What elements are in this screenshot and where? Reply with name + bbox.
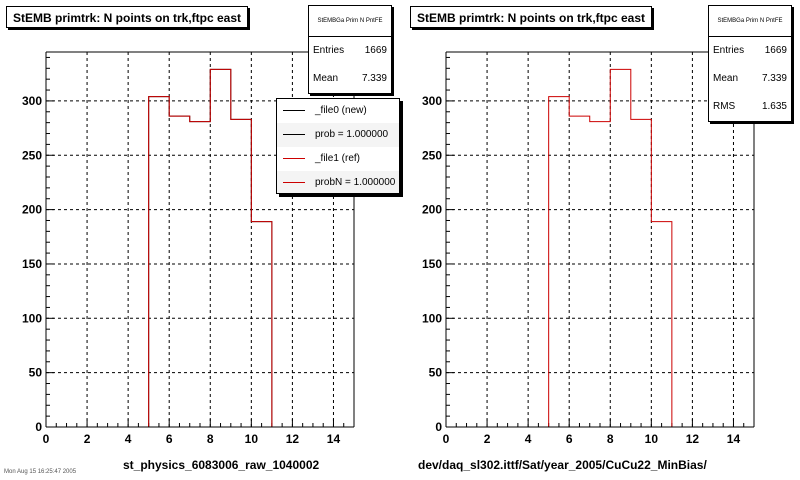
right-xtick-label: 12 [686,432,700,446]
right-plot-frame-bg [446,52,754,427]
right-ytick-label: 0 [435,420,442,434]
left-stats-box: StEMBGa Prim N PntFE Entries 1669 Mean 7… [308,5,392,94]
footer-timestamp: Mon Aug 15 16:25:47 2005 [4,469,77,475]
left-histogram-pad: 0 2 4 6 8 10 12 14 0 50 100 150 200 250 300 StEMB prim… [6,5,400,472]
left-stats-mean-value: 7.339 [361,73,387,84]
left-ytick-label: 300 [22,94,42,108]
right-stats-entries-row: Entries 1669 [709,37,791,65]
left-stats-entries-row: Entries 1669 [309,37,391,65]
right-xtick-label: 10 [645,432,659,446]
left-xtick-label: 2 [84,432,91,446]
right-stats-name: StEMBGa Prim N PntFE [709,6,791,37]
right-stats-entries-label: Entries [713,45,745,56]
left-xtick-label: 4 [125,432,132,446]
left-xtick-label: 8 [207,432,214,446]
right-ytick-label: 300 [422,94,442,108]
left-xtick-label: 14 [327,432,341,446]
left-ytick-label: 0 [35,420,42,434]
left-histogram-title: StEMB primtrk: N points on trk,ftpc east [6,6,249,28]
right-xtick-label: 14 [727,432,741,446]
right-ytick-label: 250 [422,148,442,162]
left-ytick-label: 50 [29,366,43,380]
left-stats-entries-value: 1669 [364,45,387,56]
legend-label-file0: _file0 (new) [315,105,367,116]
right-stats-rms-row: RMS 1.635 [709,93,791,121]
right-ytick-label: 150 [422,257,442,271]
legend-swatch-probn [283,182,305,183]
right-stats-rms-label: RMS [713,101,736,112]
right-histogram-pad: 0 2 4 6 8 10 12 14 0 50 100 150 200 250 300 StEMB prim… [400,0,800,480]
left-ytick-label: 200 [22,203,42,217]
legend-swatch-file0 [283,110,305,111]
right-stats-entries-value: 1669 [764,45,787,56]
right-xtick-label: 2 [484,432,491,446]
legend-entry-file1: _file1 (ref) [277,147,399,171]
left-x-axis-caption: st_physics_6083006_raw_1040002 [123,458,320,472]
legend-label-file1: _file1 (ref) [315,153,361,164]
right-xtick-label: 8 [607,432,614,446]
left-xtick-label: 0 [43,432,50,446]
right-stats-box: StEMBGa Prim N PntFE Entries 1669 Mean 7… [708,5,792,122]
left-ytick-label: 150 [22,257,42,271]
left-stats-entries-label: Entries [313,45,345,56]
legend-label-prob: prob = 1.000000 [315,129,389,140]
right-stats-mean-label: Mean [713,73,739,84]
left-xtick-label: 12 [286,432,300,446]
left-xtick-label: 6 [166,432,173,446]
right-stats-mean-value: 7.339 [761,73,787,84]
left-stats-mean-row: Mean 7.339 [309,65,391,93]
right-histogram-title: StEMB primtrk: N points on trk,ftpc east [410,6,653,28]
right-xtick-label: 4 [525,432,532,446]
legend-swatch-file1 [283,158,305,159]
left-xtick-label: 10 [245,432,259,446]
legend-entry-prob: prob = 1.000000 [277,123,399,147]
right-x-axis-caption: dev/daq_sl302.ittf/Sat/year_2005/CuCu22_… [418,458,707,472]
legend-entry-probn: probN = 1.000000 [277,171,399,193]
right-histogram-plot: 0 2 4 6 8 10 12 14 0 50 100 150 200 250 300 [422,51,755,446]
right-ytick-label: 50 [429,366,443,380]
right-stats-mean-row: Mean 7.339 [709,65,791,93]
legend-swatch-prob [283,134,305,135]
right-ytick-label: 100 [422,311,442,325]
legend-entry-file0: _file0 (new) [277,99,399,123]
left-ytick-label: 250 [22,148,42,162]
right-xtick-label: 0 [443,432,450,446]
right-stats-rms-value: 1.635 [761,101,787,112]
left-stats-mean-label: Mean [313,73,339,84]
right-xtick-label: 6 [566,432,573,446]
left-ytick-label: 100 [22,311,42,325]
right-ytick-label: 200 [422,203,442,217]
legend-label-probn: probN = 1.000000 [315,177,396,188]
left-stats-name: StEMBGa Prim N PntFE [309,6,391,37]
left-legend: _file0 (new) prob = 1.000000 _file1 (ref… [276,98,400,194]
